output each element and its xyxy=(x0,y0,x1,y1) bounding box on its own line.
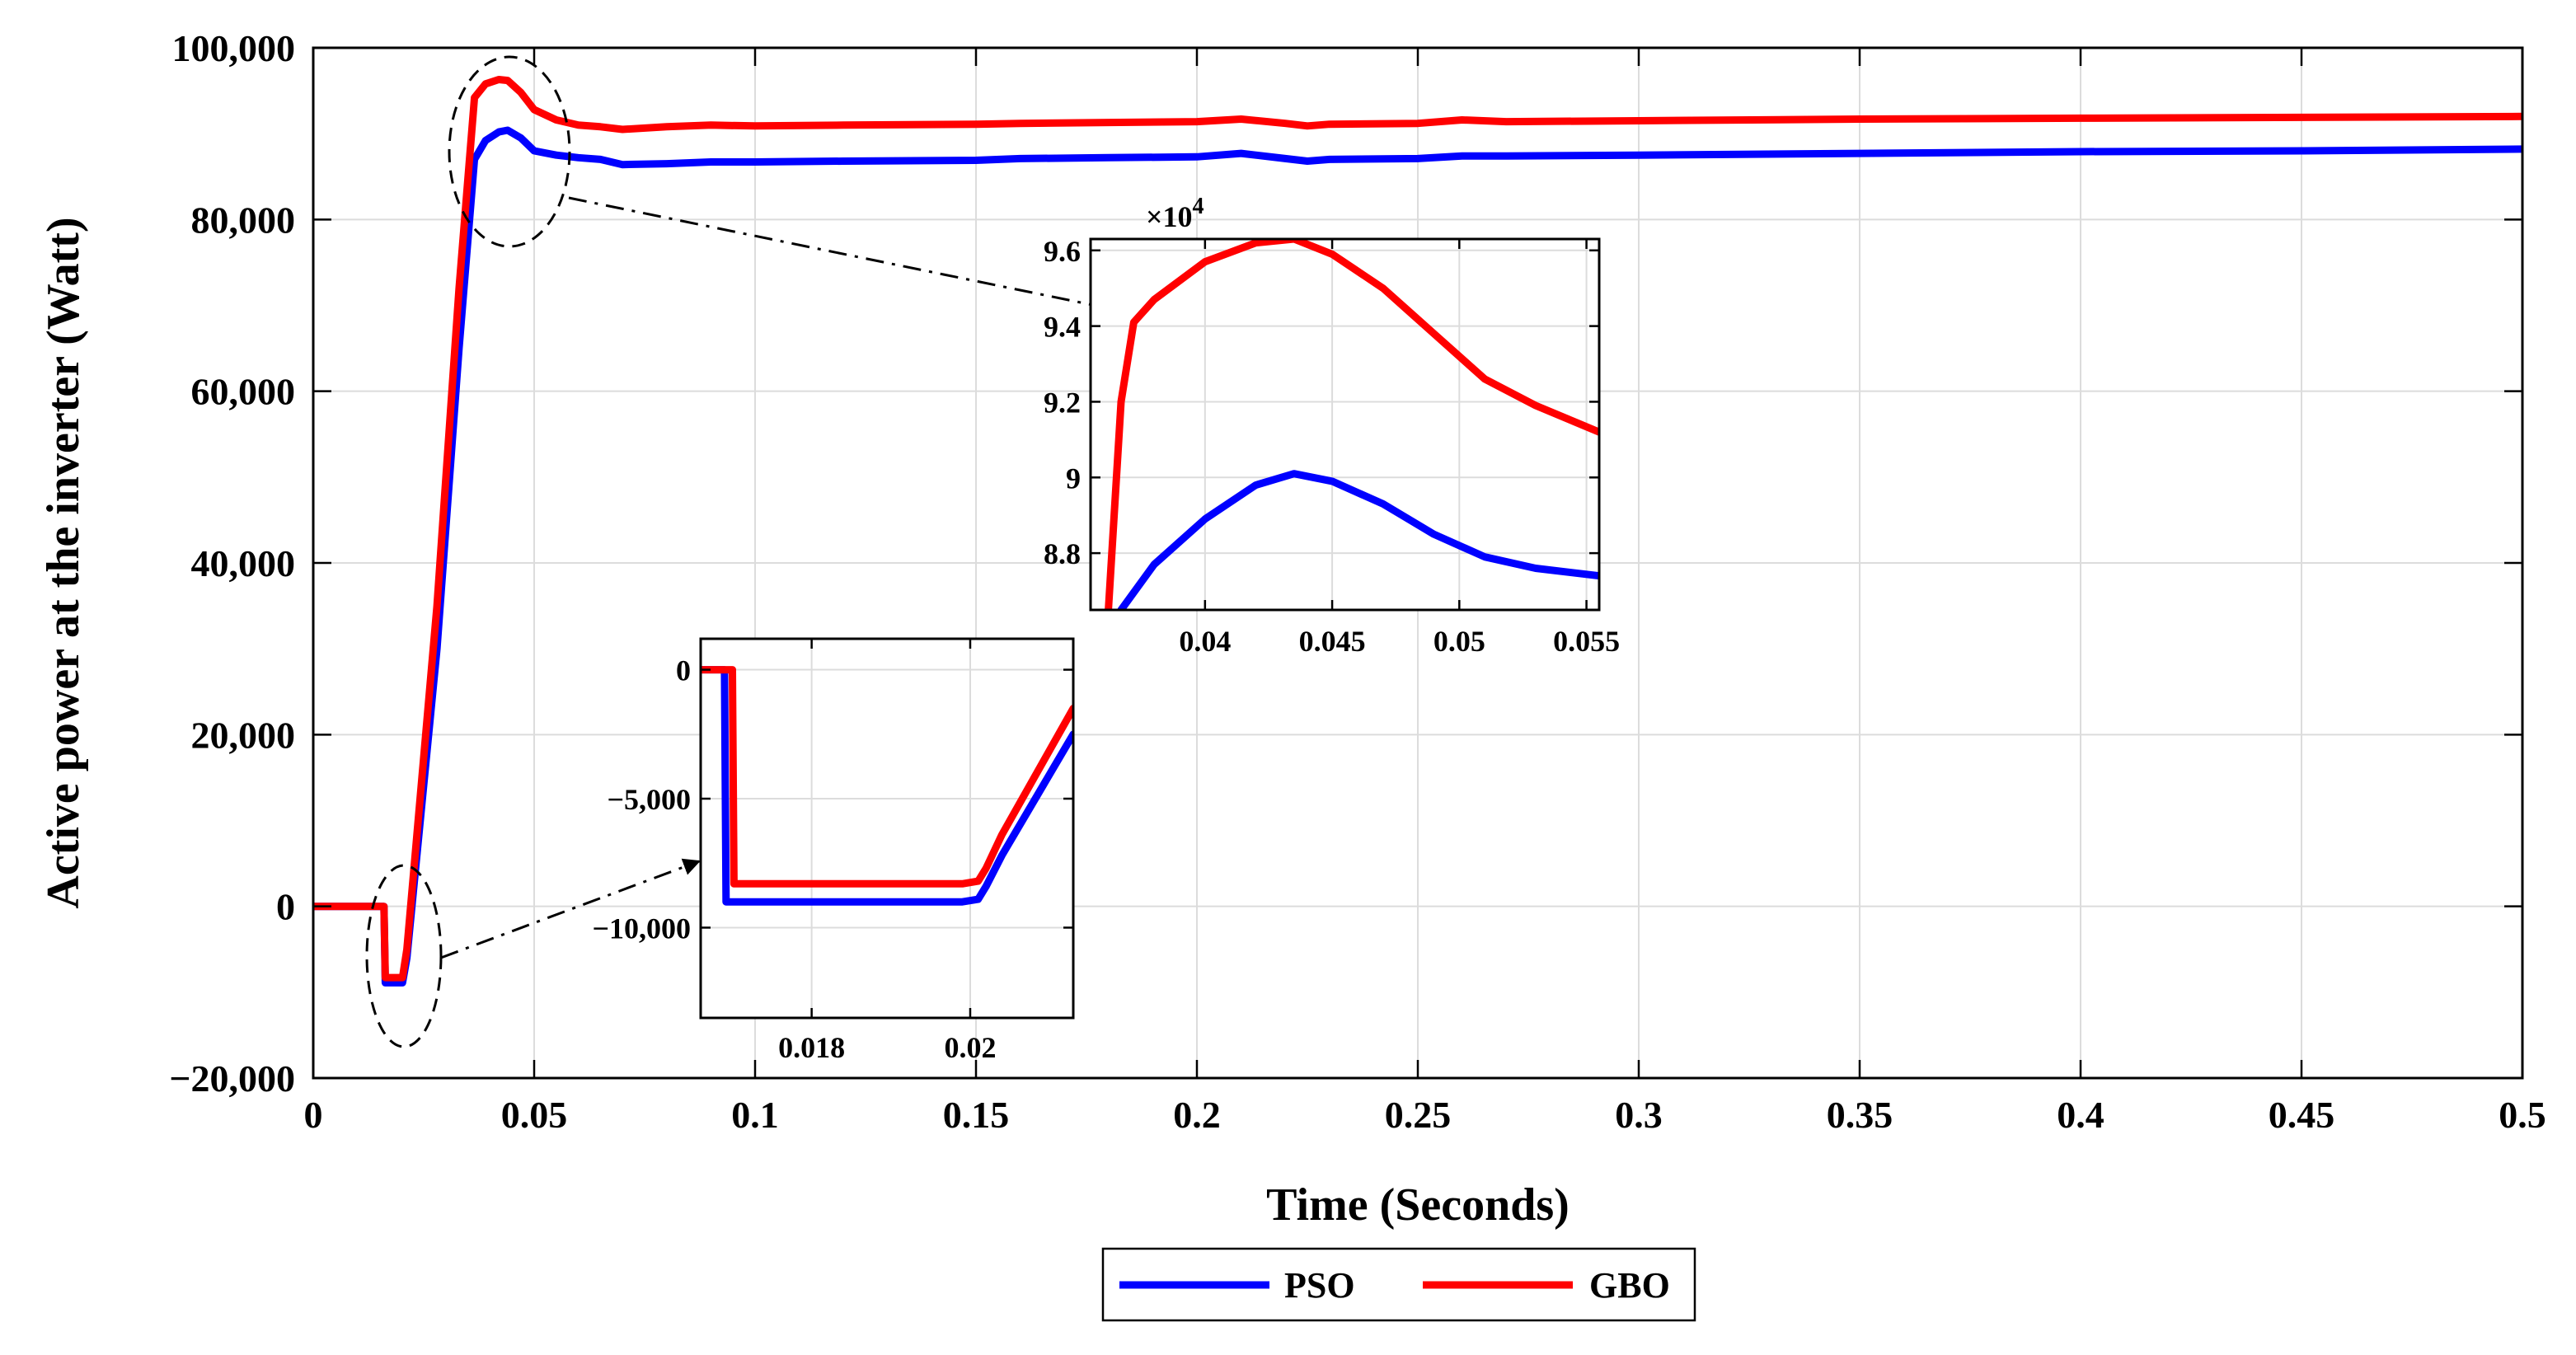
main-y-tick-label: 20,000 xyxy=(191,714,296,756)
main-y-tick-label: 80,000 xyxy=(191,199,296,241)
inset-bottom-x-tick-label: 0.02 xyxy=(944,1031,996,1064)
x-axis-title: Time (Seconds) xyxy=(1266,1179,1570,1231)
main-ticks xyxy=(312,46,2524,1080)
main-y-tick-label: 100,000 xyxy=(172,27,296,69)
main-x-tick-label: 0.5 xyxy=(2499,1094,2546,1136)
main-series-pso-line xyxy=(313,126,2522,987)
inset-top-x-tick-label: 0.04 xyxy=(1179,625,1231,658)
inset-top-x-tick-label: 0.045 xyxy=(1299,625,1366,658)
inset-top-y-tick-labels: 8.8 9 9.2 9.4 9.6 xyxy=(1044,235,1081,570)
main-x-tick-label: 0.35 xyxy=(1827,1094,1893,1136)
main-x-tick-label: 0.25 xyxy=(1385,1094,1452,1136)
inset-bottom-y-tick-label: 0 xyxy=(676,654,691,687)
inset-top-exponent-power: 4 xyxy=(1193,194,1204,219)
inset-bottom-series-gbo-line xyxy=(701,666,1073,888)
inset-bottom-background xyxy=(701,639,1073,1018)
main-y-tick-label: 40,000 xyxy=(191,542,296,584)
inset-top-y-tick-label: 9.4 xyxy=(1044,311,1081,344)
main-x-tick-label: 0.4 xyxy=(2057,1094,2104,1136)
inset-top-x-tick-labels: 0.04 0.045 0.05 0.055 xyxy=(1179,625,1620,658)
inset-bottom-y-tick-label: −10,000 xyxy=(592,912,691,945)
inset-top-x-tick-label: 0.05 xyxy=(1433,625,1485,658)
inset-top-ticks xyxy=(1091,239,1599,610)
main-series xyxy=(313,76,2522,987)
main-y-tick-label: 0 xyxy=(276,886,295,928)
main-series-gbo-line xyxy=(313,76,2522,982)
callout-arrow-top xyxy=(568,196,1115,315)
inset-top-frame xyxy=(1089,237,1601,612)
main-x-tick-labels: 0 0.05 0.1 0.15 0.2 0.25 0.3 0.35 0.4 0.45 0.5 xyxy=(304,1094,2546,1136)
inset-bottom-grid xyxy=(701,639,1073,1018)
callout-arrow-bottom xyxy=(440,858,701,959)
main-x-tick-label: 0.15 xyxy=(943,1094,1010,1136)
main-x-tick-label: 0.1 xyxy=(731,1094,779,1136)
callout-ellipse-top xyxy=(448,55,571,248)
inset-top-series-pso-line xyxy=(1117,470,1599,610)
inset-top-grid xyxy=(1091,239,1599,610)
inset-bottom-y-tick-labels: 0 −5,000 −10,000 xyxy=(592,654,691,945)
inset-top-x-tick-label: 0.055 xyxy=(1553,625,1620,658)
legend-label-pso: PSO xyxy=(1284,1265,1355,1306)
inset-bottom-x-tick-labels: 0.018 0.02 xyxy=(778,1031,996,1064)
inset-top-y-tick-label: 8.8 xyxy=(1044,537,1081,570)
inset-top-y-tick-label: 9.6 xyxy=(1044,235,1081,268)
inset-top-series-gbo-line xyxy=(1105,239,1599,610)
main-y-tick-label: −20,000 xyxy=(169,1057,295,1099)
main-y-tick-labels: −20,000 0 20,000 40,000 60,000 80,000 100,000 xyxy=(169,27,295,1099)
main-x-tick-label: 0.2 xyxy=(1173,1094,1221,1136)
inset-top-exponent-base: ×10 xyxy=(1146,200,1193,233)
y-axis-title: Active power at the inverter (Watt) xyxy=(38,217,89,908)
inset-top-y-tick-label: 9 xyxy=(1066,462,1081,495)
inset-bottom-frame xyxy=(699,637,1075,1020)
inset-bottom-series-pso-line xyxy=(701,666,1073,906)
main-y-tick-label: 60,000 xyxy=(191,371,296,413)
inset-bottom-y-tick-label: −5,000 xyxy=(607,783,691,816)
inset-top-y-tick-label: 9.2 xyxy=(1044,386,1081,419)
main-x-tick-label: 0.05 xyxy=(501,1094,568,1136)
callout-ellipse-bottom xyxy=(365,864,443,1048)
inset-bottom-series xyxy=(701,666,1073,906)
inset-bottom-ticks xyxy=(701,639,1073,1018)
main-x-tick-label: 0 xyxy=(304,1094,323,1136)
legend: PSO GBO xyxy=(1101,1247,1696,1322)
inset-top-exponent: ×104 xyxy=(1146,194,1204,233)
main-x-tick-label: 0.3 xyxy=(1615,1094,1663,1136)
inset-top-series xyxy=(1105,239,1599,610)
inset-bottom-x-tick-label: 0.018 xyxy=(778,1031,845,1064)
main-x-tick-label: 0.45 xyxy=(2269,1094,2335,1136)
legend-label-gbo: GBO xyxy=(1589,1265,1670,1306)
